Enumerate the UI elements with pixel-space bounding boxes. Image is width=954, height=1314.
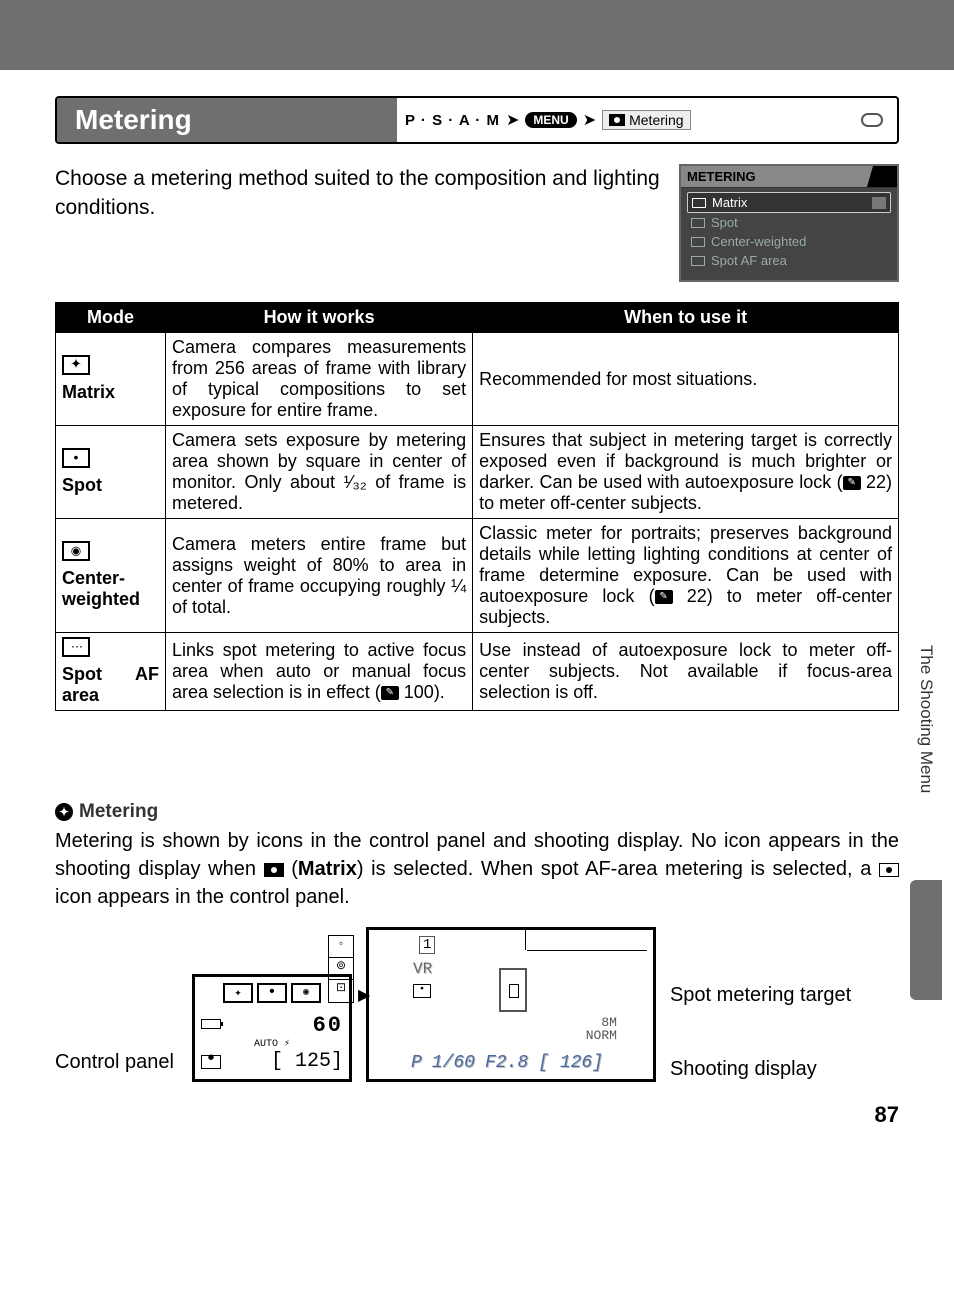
side-icon: ◦ [329, 936, 353, 958]
matrix-icon [264, 863, 284, 877]
how-cell: Camera sets exposure by metering area sh… [166, 426, 473, 519]
matrix-icon [223, 983, 253, 1003]
top-grey-bar [0, 0, 954, 70]
center-weighted-icon [62, 541, 90, 561]
psam-modes: P · S · A · M [405, 112, 500, 129]
side-icons: ◦ ⊚ ⊡ [328, 935, 354, 1003]
page-ref-icon: ✎ [655, 590, 673, 604]
section-title: Metering [57, 98, 397, 142]
section-header: Metering P · S · A · M ➤ MENU ➤ Metering [55, 96, 899, 144]
breadcrumb: P · S · A · M ➤ MENU ➤ Metering [397, 98, 897, 142]
side-tab-label: The Shooting Menu [916, 645, 936, 793]
shooting-display-diagram: 1 VR 8M NORM P 1/60 F2.8 [ 126] [366, 927, 656, 1082]
mode-label: Spot [62, 475, 159, 496]
lcd-item-spot: Spot [687, 213, 891, 232]
aperture: F2.8 [485, 1053, 528, 1073]
frame-count: [ 126] [538, 1053, 603, 1073]
when-cell: Classic meter for portraits; preserves b… [473, 519, 899, 633]
how-cell: Camera compares measurements from 256 ar… [166, 333, 473, 426]
shutter-speed: 1/60 [432, 1053, 475, 1073]
side-icon: ⊚ [329, 958, 353, 980]
metering-icon [609, 114, 625, 126]
spot-af-icon [62, 637, 90, 657]
matrix-icon [62, 355, 90, 375]
mode-label: Matrix [62, 382, 159, 403]
intro-text: Choose a metering method suited to the c… [55, 164, 661, 223]
select-arrow-icon [872, 197, 886, 209]
diagram-labels: Spot metering target Shooting display [670, 982, 851, 1082]
how-cell: Camera meters entire frame but assigns w… [166, 519, 473, 633]
diagrams: Control panel 60 AUTO ⚡ [ 125] [55, 927, 899, 1082]
battery-icon [201, 1019, 221, 1029]
cp-auto-flash: AUTO ⚡ [201, 1038, 343, 1050]
table-row: Spot Camera sets exposure by metering ar… [56, 426, 899, 519]
how-cell: Links spot metering to active focus area… [166, 633, 473, 711]
lcd-menu-title: METERING [681, 166, 897, 188]
page-ref-icon: ✎ [381, 686, 399, 700]
lcd-item-spotaf: Spot AF area [687, 251, 891, 270]
arrow-icon: ➤ [506, 110, 519, 130]
when-cell: Use instead of autoexposure lock to mete… [473, 633, 899, 711]
exposure-readout: P 1/60 F2.8 [ 126] [411, 1053, 603, 1073]
note-section: ✦ Metering Metering is shown by icons in… [55, 801, 899, 1082]
side-icon: ⊡ [329, 980, 353, 1002]
dial-icon [861, 113, 883, 127]
control-panel-label: Control panel [55, 1051, 174, 1082]
metering-chip: Metering [602, 110, 690, 130]
center-weighted-icon [691, 237, 705, 247]
lcd-menu-screenshot: METERING Matrix Spot Center-weighted [679, 164, 899, 282]
cp-shots-remaining: [ 125] [271, 1050, 343, 1073]
note-title: ✦ Metering [55, 801, 899, 823]
side-tab-block [910, 880, 942, 1000]
spot-icon [201, 1055, 221, 1069]
spot-target-label: Spot metering target [670, 982, 851, 1008]
card-indicator: 1 [419, 936, 435, 954]
mode-label: Spot AF area [62, 664, 159, 706]
spot-icon [62, 448, 90, 468]
vr-indicator: VR [413, 960, 432, 978]
page-number: 87 [55, 1102, 899, 1128]
quality-indicator: 8M NORM [586, 1016, 617, 1042]
spot-icon [413, 984, 431, 998]
spot-icon [257, 983, 287, 1003]
spot-af-icon [691, 256, 705, 266]
spot-metering-target [499, 968, 527, 1012]
callout-line [527, 950, 647, 951]
metering-chip-label: Metering [629, 112, 683, 128]
mode-label: Center-weighted [62, 568, 159, 610]
note-body: Metering is shown by icons in the contro… [55, 827, 899, 911]
lcd-item-label: Matrix [712, 195, 747, 210]
table-row: Matrix Camera compares measurements from… [56, 333, 899, 426]
lcd-item-label: Spot [711, 215, 738, 230]
info-icon: ✦ [55, 803, 73, 821]
metering-modes-table: Mode How it works When to use it Matrix … [55, 302, 899, 711]
menu-pill: MENU [525, 112, 576, 128]
spot-icon [879, 863, 899, 877]
note-title-text: Metering [79, 801, 158, 823]
matrix-icon [692, 198, 706, 208]
lcd-item-label: Spot AF area [711, 253, 787, 268]
lcd-item-center: Center-weighted [687, 232, 891, 251]
mode-p: P [411, 1053, 422, 1073]
when-cell: Ensures that subject in metering target … [473, 426, 899, 519]
lcd-item-label: Center-weighted [711, 234, 806, 249]
col-how: How it works [166, 303, 473, 333]
when-cell: Recommended for most situations. [473, 333, 899, 426]
col-when: When to use it [473, 303, 899, 333]
center-weighted-icon [291, 983, 321, 1003]
page-ref-icon: ✎ [843, 476, 861, 490]
table-row: Center-weighted Camera meters entire fra… [56, 519, 899, 633]
cp-number: 60 [313, 1013, 343, 1038]
lcd-item-matrix: Matrix [687, 192, 891, 213]
table-row: Spot AF area Links spot metering to acti… [56, 633, 899, 711]
col-mode: Mode [56, 303, 166, 333]
arrow-icon: ➤ [583, 110, 596, 130]
spot-icon [691, 218, 705, 228]
shooting-display-label: Shooting display [670, 1056, 851, 1082]
